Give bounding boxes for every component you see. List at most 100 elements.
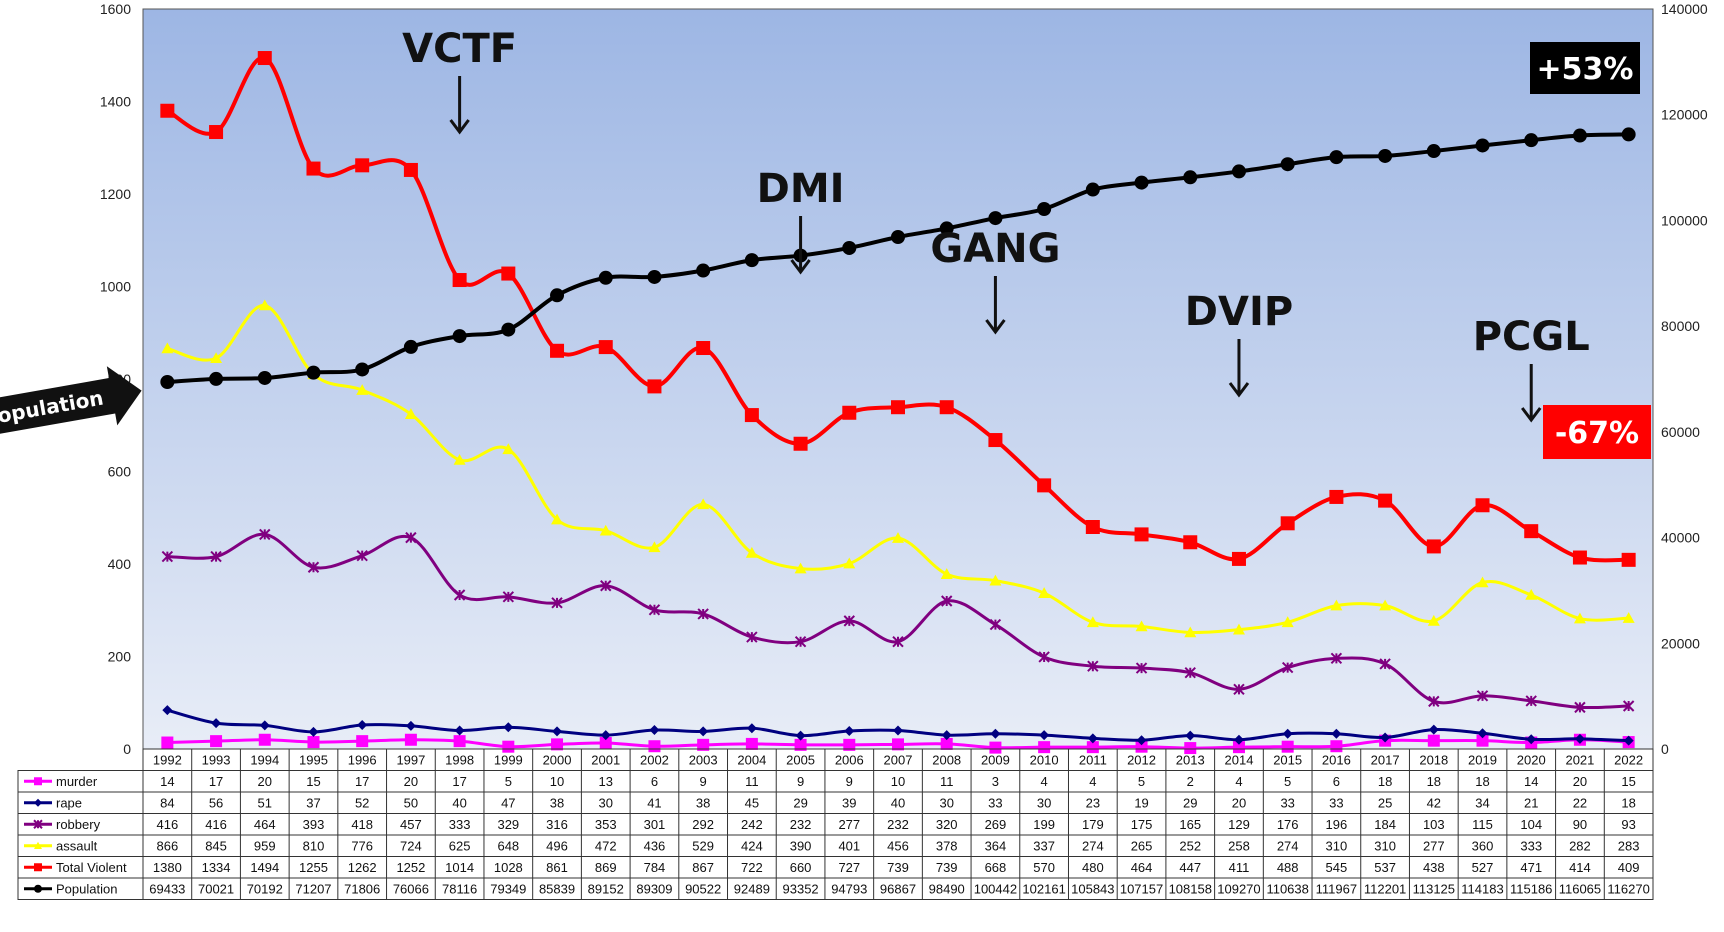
table-cell: 33	[1280, 795, 1294, 810]
total-violent-point	[160, 103, 175, 118]
table-year-label: 2017	[1371, 752, 1400, 767]
badge-label: -67%	[1555, 416, 1639, 451]
murder-point	[1086, 741, 1099, 754]
annotation-arrow-head	[790, 259, 811, 275]
rape-point	[746, 723, 757, 734]
table-cell: 115186	[1510, 881, 1552, 896]
table-cell: 196	[1326, 817, 1348, 832]
total-violent-point	[744, 408, 759, 423]
murder-point	[258, 733, 271, 746]
assault-point	[843, 557, 856, 569]
table-year-label: 2001	[591, 752, 620, 767]
annotation-layer: VCTF DMI GANG DVIP PCGL	[402, 26, 1590, 423]
series-population	[160, 127, 1636, 389]
murder-point	[989, 741, 1002, 754]
table-cell: 98490	[929, 881, 965, 896]
table-cell: 114183	[1461, 881, 1503, 896]
table-cell: 9	[700, 774, 707, 789]
assault-point	[1573, 612, 1586, 624]
rape-point	[1282, 728, 1293, 739]
annotation-label: PCGL	[1473, 314, 1590, 360]
table-cell: 447	[1179, 860, 1201, 875]
table-cell: 845	[205, 838, 227, 853]
rape-point	[211, 718, 222, 729]
assault-point	[745, 546, 758, 558]
table-cell: 727	[838, 860, 860, 875]
table-cell: 438	[1423, 860, 1445, 875]
table-cell: 464	[1131, 860, 1153, 875]
population-point	[452, 329, 467, 344]
table-cell: 496	[546, 838, 568, 853]
table-cell: 269	[985, 817, 1007, 832]
table-cell: 724	[400, 838, 422, 853]
table-cell: 111967	[1316, 881, 1357, 896]
table-cell: 109270	[1217, 881, 1260, 896]
population-point	[891, 229, 905, 244]
table-cell: 471	[1520, 860, 1542, 875]
total-violent-point	[501, 266, 516, 281]
robbery-point	[892, 635, 904, 648]
table-year-label: 2013	[1176, 752, 1205, 767]
table-year-label: 2016	[1322, 752, 1351, 767]
table-cell: 722	[741, 860, 763, 875]
table-cell: 784	[644, 860, 666, 875]
table-cell: 11	[940, 774, 954, 789]
table-cell: 867	[692, 860, 714, 875]
assault-point	[599, 524, 612, 536]
table-cell: 165	[1179, 817, 1201, 832]
table-cell: 378	[936, 838, 958, 853]
badge-population-change: +53%	[1530, 42, 1640, 94]
table-cell: 105843	[1071, 881, 1114, 896]
table-cell: 480	[1082, 860, 1104, 875]
population-point	[257, 370, 272, 385]
table-cell: 545	[1326, 860, 1348, 875]
table-cell: 30	[939, 795, 953, 810]
table-cell: 436	[644, 838, 666, 853]
robbery-point	[1476, 690, 1489, 702]
robbery-point	[356, 549, 368, 562]
table-cell: 108158	[1169, 881, 1212, 896]
table-year-label: 2010	[1030, 752, 1059, 767]
table-cell: 5	[505, 774, 512, 789]
assault-point	[1232, 623, 1245, 635]
right-tick-label: 40000	[1661, 530, 1700, 546]
table-cell: 30	[1037, 795, 1051, 810]
rape-point	[1574, 733, 1585, 744]
total-violent-point	[842, 405, 857, 420]
table-cell: 320	[936, 817, 958, 832]
robbery-point	[843, 615, 855, 627]
total-violent-point	[1037, 478, 1052, 493]
rape-point	[1623, 735, 1634, 746]
assault-point	[794, 562, 807, 574]
legend-key-marker	[34, 863, 42, 872]
robbery-point	[989, 618, 1002, 631]
table-cell: 52	[355, 795, 369, 810]
table-cell: 333	[1520, 838, 1542, 853]
rape-point	[1428, 724, 1439, 735]
table-year-label: 1994	[250, 752, 279, 767]
table-cell: 37	[306, 795, 320, 810]
assault-point	[1038, 587, 1051, 598]
rape-point	[162, 705, 173, 716]
table-row-label: rape	[56, 795, 82, 810]
table-cell: 89152	[588, 881, 624, 896]
table-cell: 17	[355, 774, 369, 789]
table-cell: 179	[1082, 817, 1104, 832]
table-cell: 424	[741, 838, 763, 853]
table-year-label: 2005	[786, 752, 815, 767]
rape-point	[1380, 732, 1391, 743]
total-violent-point	[1134, 527, 1149, 542]
table-row-label: Total Violent	[56, 860, 127, 875]
table-cell: 30	[599, 795, 613, 810]
rape-point	[1526, 734, 1537, 745]
annotation-pcgl: PCGL	[1473, 314, 1590, 423]
table-cell: 23	[1086, 795, 1100, 810]
population-point	[1426, 144, 1441, 159]
table-cell: 329	[497, 817, 519, 832]
table-cell: 110638	[1266, 881, 1308, 896]
table-frame	[142, 748, 1654, 900]
table-cell: 78116	[442, 881, 477, 896]
left-tick-label: 400	[108, 556, 132, 572]
table-cell: 76066	[393, 881, 429, 896]
